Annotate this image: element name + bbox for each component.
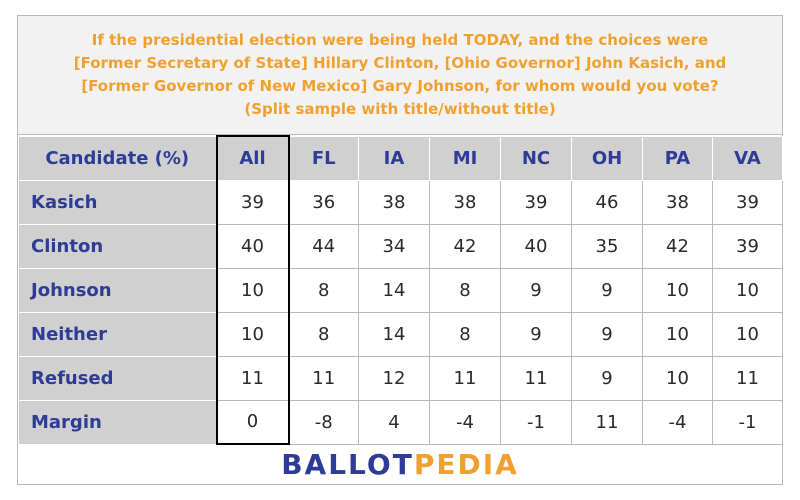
cell-refused-mi: 11 [429, 355, 501, 401]
cell-neither-all: 10 [215, 311, 290, 357]
cell-johnson-fl: 8 [288, 267, 359, 313]
poll-question-box: If the presidential election were being … [18, 16, 782, 135]
cell-margin-all: 0 [215, 399, 290, 445]
ballotpedia-logo: BALLOTPEDIA [18, 446, 782, 484]
cell-neither-mi: 8 [429, 311, 501, 357]
poll-results-panel: If the presidential election were being … [17, 15, 783, 485]
column-header-pa: PA [642, 135, 713, 181]
logo-part-ballot: BALLOT [281, 448, 414, 481]
cell-neither-nc: 9 [500, 311, 572, 357]
cell-johnson-nc: 9 [500, 267, 572, 313]
cell-johnson-pa: 10 [642, 267, 713, 313]
column-header-mi: MI [429, 135, 501, 181]
table-row-kasich: Kasich 39 36 38 38 39 46 38 39 [18, 179, 783, 225]
cell-neither-fl: 8 [288, 311, 359, 357]
cell-clinton-nc: 40 [500, 223, 572, 269]
poll-question-line-3: [Former Governor of New Mexico] Gary Joh… [81, 77, 719, 95]
row-label-clinton: Clinton [18, 223, 217, 269]
poll-question-line-4: (Split sample with title/without title) [244, 100, 556, 118]
table-row-neither: Neither 10 8 14 8 9 9 10 10 [18, 311, 783, 357]
column-header-fl: FL [288, 135, 359, 181]
row-label-johnson: Johnson [18, 267, 217, 313]
cell-margin-oh: 11 [571, 399, 643, 445]
cell-clinton-oh: 35 [571, 223, 643, 269]
cell-clinton-fl: 44 [288, 223, 359, 269]
cell-margin-ia: 4 [358, 399, 430, 445]
column-header-nc: NC [500, 135, 572, 181]
logo-part-pedia: PEDIA [413, 448, 519, 481]
cell-refused-all: 11 [215, 355, 290, 401]
column-header-all: All [215, 135, 290, 181]
row-label-margin: Margin [18, 399, 217, 445]
poll-question: If the presidential election were being … [56, 29, 745, 121]
cell-kasich-fl: 36 [288, 179, 359, 225]
cell-kasich-all: 39 [215, 179, 290, 225]
cell-kasich-nc: 39 [500, 179, 572, 225]
poll-question-line-2: [Former Secretary of State] Hillary Clin… [73, 54, 727, 72]
results-table: Candidate (%) All FL IA MI NC OH PA VA Kasich 39… [18, 135, 783, 445]
corner-header: Candidate (%) [18, 135, 217, 181]
cell-refused-oh: 9 [571, 355, 643, 401]
cell-clinton-all: 40 [215, 223, 290, 269]
cell-neither-oh: 9 [571, 311, 643, 357]
table-row-clinton: Clinton 40 44 34 42 40 35 42 39 [18, 223, 783, 269]
cell-johnson-ia: 14 [358, 267, 430, 313]
cell-clinton-pa: 42 [642, 223, 713, 269]
cell-kasich-pa: 38 [642, 179, 713, 225]
cell-refused-pa: 10 [642, 355, 713, 401]
row-label-neither: Neither [18, 311, 217, 357]
table-row-margin: Margin 0 -8 4 -4 -1 11 -4 -1 [18, 399, 783, 445]
cell-refused-ia: 12 [358, 355, 430, 401]
cell-kasich-ia: 38 [358, 179, 430, 225]
cell-refused-fl: 11 [288, 355, 359, 401]
cell-margin-pa: -4 [642, 399, 713, 445]
column-header-oh: OH [571, 135, 643, 181]
cell-kasich-mi: 38 [429, 179, 501, 225]
cell-refused-nc: 11 [500, 355, 572, 401]
cell-clinton-ia: 34 [358, 223, 430, 269]
cell-clinton-va: 39 [712, 223, 783, 269]
cell-johnson-oh: 9 [571, 267, 643, 313]
row-label-refused: Refused [18, 355, 217, 401]
row-label-kasich: Kasich [18, 179, 217, 225]
cell-neither-pa: 10 [642, 311, 713, 357]
cell-johnson-mi: 8 [429, 267, 501, 313]
cell-margin-fl: -8 [288, 399, 359, 445]
column-header-va: VA [712, 135, 783, 181]
cell-kasich-oh: 46 [571, 179, 643, 225]
cell-kasich-va: 39 [712, 179, 783, 225]
cell-refused-va: 11 [712, 355, 783, 401]
cell-clinton-mi: 42 [429, 223, 501, 269]
table-row-johnson: Johnson 10 8 14 8 9 9 10 10 [18, 267, 783, 313]
cell-johnson-all: 10 [215, 267, 290, 313]
table-row-refused: Refused 11 11 12 11 11 9 10 11 [18, 355, 783, 401]
cell-neither-va: 10 [712, 311, 783, 357]
column-header-ia: IA [358, 135, 430, 181]
cell-neither-ia: 14 [358, 311, 430, 357]
poll-question-line-1: If the presidential election were being … [91, 31, 709, 49]
table-body: Kasich 39 36 38 38 39 46 38 39 Clinton 40 44 34 42 40 3… [18, 179, 783, 445]
header-row: Candidate (%) All FL IA MI NC OH PA VA [18, 135, 783, 181]
cell-margin-mi: -4 [429, 399, 501, 445]
cell-margin-nc: -1 [500, 399, 572, 445]
cell-johnson-va: 10 [712, 267, 783, 313]
cell-margin-va: -1 [712, 399, 783, 445]
